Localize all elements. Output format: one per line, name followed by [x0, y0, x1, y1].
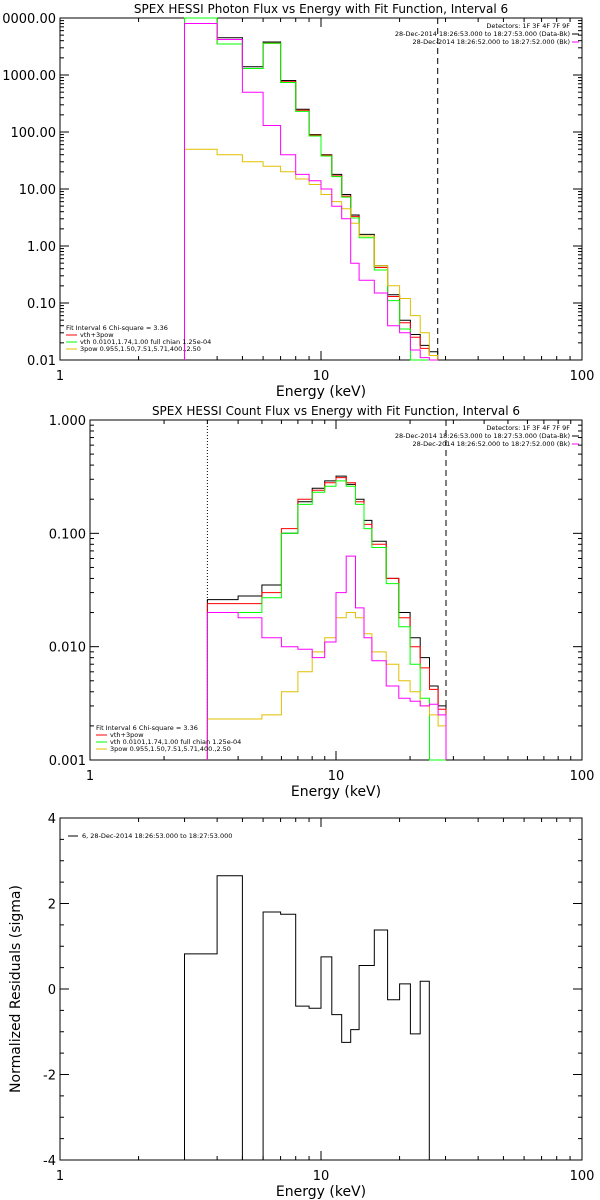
y-tick-label: 0 — [48, 983, 56, 998]
x-axis-label: Energy (keV) — [276, 1184, 366, 1200]
legend-entry: Fit Interval 6 Chi-square = 3.36 — [66, 324, 168, 332]
y-tick-label: 2 — [48, 898, 56, 913]
series-bk-line — [206, 555, 447, 760]
y-tick-label: -4 — [43, 1154, 56, 1169]
series-vth-line — [184, 17, 438, 361]
x-tick-label: 1 — [86, 769, 94, 784]
legend-entry: vth+3pow — [80, 331, 114, 339]
x-tick-label: 10 — [328, 769, 345, 784]
series-data-line — [184, 875, 438, 1161]
y-tick-label: 0.001 — [49, 754, 86, 769]
chart-count: SPEX HESSI Count Flux vs Energy with Fit… — [49, 404, 595, 800]
chart-photon: SPEX HESSI Photon Flux vs Energy with Fi… — [2, 2, 594, 400]
series-vth-line — [206, 480, 446, 761]
y-tick-label: 0.010 — [49, 641, 86, 656]
y-tick-label: 0000.00 — [2, 12, 56, 27]
y-tick-label: 0.100 — [49, 527, 86, 542]
y-tick-label: 4 — [48, 812, 56, 827]
plot-frame — [89, 419, 583, 761]
chart-resid: 1 10 100 Energy (keV) -4 -2 0 2 4 Normalized Resi… — [8, 812, 594, 1200]
y-tick-label: 1.00 — [27, 240, 56, 255]
x-tick-label: 1 — [56, 1169, 64, 1184]
x-tick-label: 10 — [313, 1169, 330, 1184]
y-tick-label: 0.01 — [27, 354, 56, 369]
chart-title: SPEX HESSI Count Flux vs Energy with Fit… — [152, 404, 520, 418]
series-total-line — [206, 477, 447, 760]
x-tick-label: 100 — [570, 769, 595, 784]
info-line: 28-Dec-2014 18:26:53.000 to 18:27:53.000… — [395, 432, 570, 440]
info-line: 28-Dec-2014 18:26:53.000 to 18:27:53.000… — [395, 30, 570, 38]
legend-entry: vth 0.0101,1.74,1.00 full chian 1.25e-04 — [110, 738, 241, 746]
y-tick-label: 1000.00 — [2, 69, 56, 84]
info-line: Detectors: 1F 3F 4F 7F 9F — [486, 424, 570, 432]
y-tick-label: -2 — [43, 1069, 56, 1084]
legend-entry: vth 0.0101,1.74,1.00 full chian 1.25e-04 — [80, 338, 211, 346]
x-tick-label: 10 — [313, 369, 330, 384]
y-tick-label: 100.00 — [11, 126, 57, 141]
legend-entry: vth+3pow — [110, 731, 144, 739]
info-line: 28-Dec-2014 18:26:52.000 to 18:27:52.000… — [413, 440, 571, 448]
info-line: Detectors: 1F 3F 4F 7F 9F — [486, 22, 570, 30]
series-bk-line — [184, 23, 438, 361]
chart-title: SPEX HESSI Photon Flux vs Energy with Fi… — [134, 2, 508, 16]
y-axis-label: Normalized Residuals (sigma) — [8, 885, 24, 1093]
x-tick-label: 100 — [570, 1169, 595, 1184]
x-axis-label: Energy (keV) — [276, 384, 366, 400]
info-line: 28-Dec-2014 18:26:52.000 to 18:27:52.000… — [413, 38, 571, 46]
legend-entry: 3pow 0.955,1.50,7.51,5.71,400.,2.50 — [80, 345, 201, 353]
y-tick-label: 0.10 — [27, 297, 56, 312]
y-tick-label: 10.00 — [19, 183, 56, 198]
x-tick-label: 1 — [56, 369, 64, 384]
x-tick-label: 100 — [570, 369, 595, 384]
legend-entry: 6, 28-Dec-2014 18:26:53.000 to 18:27:53.… — [82, 832, 232, 840]
x-axis-label: Energy (keV) — [291, 784, 381, 800]
legend-entry: Fit Interval 6 Chi-square = 3.36 — [96, 724, 198, 732]
series-bpow-line — [184, 148, 439, 360]
legend-entry: 3pow 0.955,1.50,7.51,5.71,400.,2.50 — [110, 745, 231, 753]
y-tick-label: 1.000 — [49, 414, 86, 429]
